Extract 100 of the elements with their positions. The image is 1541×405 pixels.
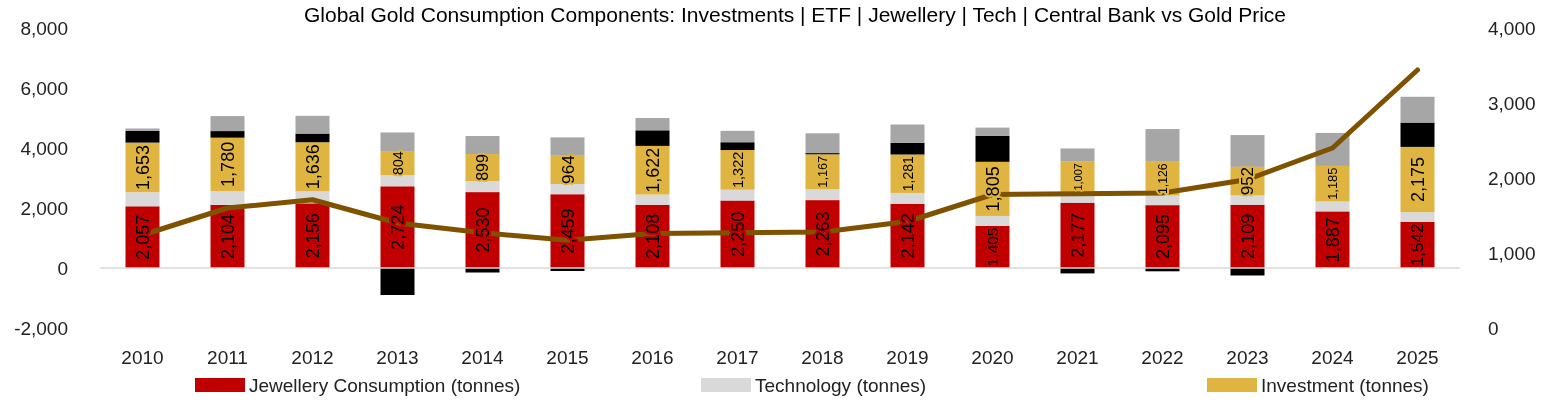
bar xyxy=(1230,268,1265,276)
data-label: 2,175 xyxy=(1407,156,1428,203)
bar xyxy=(380,132,415,152)
data-label: 2,250 xyxy=(727,211,748,257)
data-label: 952 xyxy=(1238,166,1257,196)
x-tick-label: 2023 xyxy=(1226,346,1269,368)
bar xyxy=(1230,195,1265,205)
bar xyxy=(465,136,500,155)
x-tick-label: 2025 xyxy=(1396,346,1439,368)
bar xyxy=(890,124,925,143)
data-label: 2,104 xyxy=(217,213,238,259)
bar xyxy=(210,116,245,132)
data-label: 1,007 xyxy=(1071,163,1084,191)
bar xyxy=(210,191,245,205)
bar xyxy=(125,130,160,143)
x-tick-label: 2018 xyxy=(801,346,844,368)
data-label: 2,263 xyxy=(812,211,833,257)
data-label: 1,780 xyxy=(217,141,238,187)
data-label: 1,405 xyxy=(984,227,1001,267)
bar xyxy=(890,142,925,155)
bar xyxy=(1145,195,1180,206)
x-tick-label: 2014 xyxy=(461,346,505,368)
bar xyxy=(635,118,670,131)
data-label: 964 xyxy=(557,154,578,184)
data-label: 2,459 xyxy=(557,208,578,254)
bar xyxy=(1315,201,1350,212)
y2-tick-label: 2,000 xyxy=(1488,167,1536,189)
data-label: 2,108 xyxy=(642,213,663,259)
bar xyxy=(210,131,245,138)
bar xyxy=(805,189,840,201)
legend-label: Jewellery Consumption (tonnes) xyxy=(249,374,521,396)
data-label: 2,156 xyxy=(302,213,323,259)
data-label: 2,530 xyxy=(472,207,493,253)
bar xyxy=(125,192,160,207)
y2-tick-label: 3,000 xyxy=(1488,92,1536,114)
data-label: 2,142 xyxy=(897,213,918,259)
data-label: 2,057 xyxy=(132,214,153,260)
bar xyxy=(465,181,500,193)
x-tick-label: 2024 xyxy=(1311,346,1355,368)
x-tick-label: 2011 xyxy=(207,346,248,368)
bar xyxy=(550,137,585,156)
y-tick-label: 2,000 xyxy=(20,197,68,219)
data-label: 1,185 xyxy=(1325,167,1340,200)
bar xyxy=(975,127,1010,136)
bar xyxy=(380,175,415,187)
x-tick-label: 2019 xyxy=(886,346,929,368)
legend-label: Technology (tonnes) xyxy=(755,374,927,396)
bar xyxy=(720,130,755,143)
data-label: 1,653 xyxy=(132,144,153,190)
y2-tick-label: 4,000 xyxy=(1488,17,1536,39)
x-tick-label: 2020 xyxy=(971,346,1014,368)
data-label: 1,126 xyxy=(1155,163,1170,194)
bar xyxy=(890,192,925,204)
bar xyxy=(550,184,585,195)
data-label: 2,095 xyxy=(1152,214,1173,260)
data-label: 2,177 xyxy=(1067,212,1088,258)
x-tick-label: 2016 xyxy=(631,346,674,368)
bar xyxy=(1400,122,1435,147)
bar xyxy=(380,268,415,295)
data-label: 1,805 xyxy=(982,166,1003,212)
x-tick-label: 2017 xyxy=(716,346,759,368)
bar xyxy=(1400,212,1435,222)
bar xyxy=(635,194,670,205)
bar xyxy=(635,130,670,146)
data-label: 1,887 xyxy=(1322,217,1343,263)
bar xyxy=(975,215,1010,226)
bar xyxy=(1060,148,1095,162)
bar xyxy=(720,142,755,151)
x-tick-label: 2022 xyxy=(1141,346,1184,368)
x-tick-label: 2010 xyxy=(121,346,164,368)
data-label: 1,167 xyxy=(815,155,830,188)
y-tick-label: 4,000 xyxy=(20,137,68,159)
y-tick-label: -2,000 xyxy=(14,317,68,339)
x-tick-label: 2021 xyxy=(1056,346,1099,368)
y-tick-label: 8,000 xyxy=(20,17,68,39)
data-label: 2,109 xyxy=(1237,213,1258,259)
y2-tick-label: 0 xyxy=(1488,317,1499,339)
data-label: 899 xyxy=(474,154,491,181)
x-tick-label: 2013 xyxy=(376,346,419,368)
bar xyxy=(1145,129,1180,162)
data-label: 1,542 xyxy=(1408,223,1427,267)
bar xyxy=(720,189,755,201)
x-tick-label: 2012 xyxy=(291,346,334,368)
bar xyxy=(805,133,840,154)
data-label: 2,724 xyxy=(387,204,408,250)
bar xyxy=(1230,135,1265,167)
bar xyxy=(295,133,330,143)
data-label: 1,636 xyxy=(302,144,323,190)
y2-tick-label: 1,000 xyxy=(1488,242,1536,264)
data-label: 1,322 xyxy=(729,151,746,188)
y-tick-label: 6,000 xyxy=(20,77,68,99)
legend-label: Investment (tonnes) xyxy=(1261,374,1429,396)
chart-title: Global Gold Consumption Components: Investments | ETF | Jewellery | Tech | Central Bank vs Gold Price xyxy=(303,3,1287,26)
bar xyxy=(1400,96,1435,123)
data-label: 804 xyxy=(389,151,406,175)
bar xyxy=(975,135,1010,162)
data-label: 1,281 xyxy=(899,156,916,192)
bar xyxy=(295,115,330,134)
x-tick-label: 2015 xyxy=(546,346,589,368)
data-label: 1,622 xyxy=(642,147,663,193)
